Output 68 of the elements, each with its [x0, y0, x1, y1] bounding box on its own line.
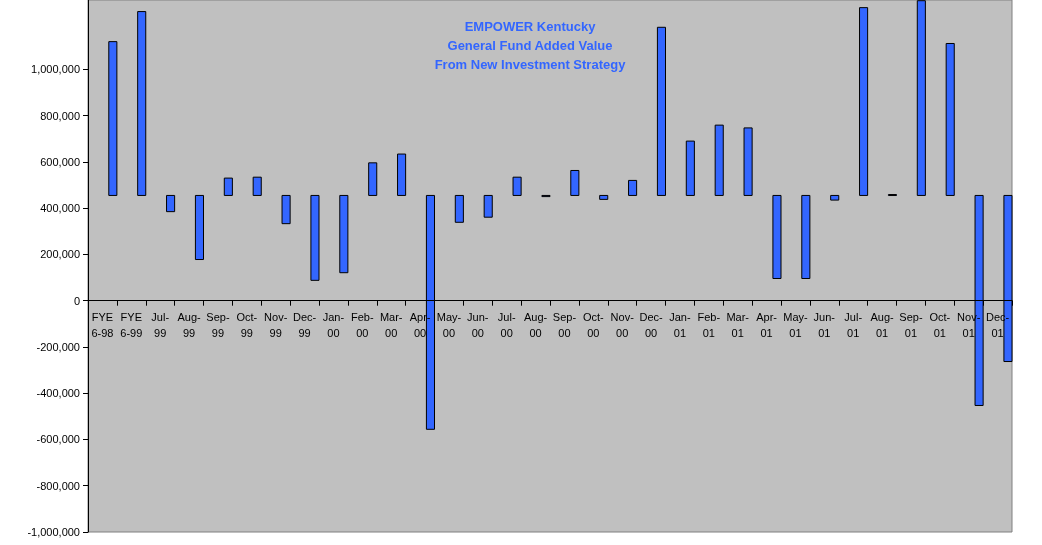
- x-tick-label: Oct-00: [582, 310, 605, 339]
- x-tick-label: Sep-01: [899, 310, 923, 339]
- y-tick-label: 0: [73, 294, 80, 307]
- bar: [916, 0, 926, 196]
- y-tick-label: 400,000: [40, 202, 80, 215]
- y-tick-label: 1,000,000: [31, 63, 80, 76]
- bar: [339, 194, 349, 274]
- x-tick-label: Dec-99: [292, 310, 317, 339]
- y-tick-label: 600,000: [40, 155, 80, 168]
- x-tick-label: Jul-99: [151, 310, 170, 339]
- bar: [397, 153, 407, 196]
- bar: [368, 162, 378, 196]
- bar: [252, 176, 262, 196]
- x-tick-label: Dec-00: [639, 310, 664, 339]
- bar: [743, 127, 753, 196]
- bar: [310, 194, 320, 281]
- x-tick-label: Aug-00: [523, 310, 548, 339]
- x-tick-label: Nov-00: [610, 310, 635, 339]
- x-tick-label: Aug-01: [870, 310, 895, 339]
- x-tick-label: FYE 6-98: [91, 310, 114, 339]
- x-tick-label: Feb-00: [351, 310, 374, 339]
- y-tick-label: -600,000: [36, 433, 80, 446]
- bar: [137, 11, 147, 196]
- bar: [454, 194, 464, 223]
- x-tick-label: Sep-99: [206, 310, 230, 339]
- x-tick-label: FYE 6-99: [120, 310, 143, 339]
- x-tick-label: Jul-00: [497, 310, 516, 339]
- bar: [512, 176, 522, 196]
- x-tick-label: Jan-00: [322, 310, 345, 339]
- y-tick-label: 200,000: [40, 248, 80, 261]
- y-tick-label: -400,000: [36, 387, 80, 400]
- x-tick-label: Oct-99: [236, 310, 258, 339]
- bar: [223, 177, 233, 196]
- x-tick-label: Mar-00: [379, 310, 403, 339]
- bar: [108, 41, 118, 196]
- x-tick-label: Sep-00: [552, 310, 577, 339]
- x-tick-label: Jul-01: [844, 310, 863, 339]
- x-tick-label: Apr-01: [756, 310, 778, 339]
- x-tick-label: Oct-01: [929, 310, 951, 339]
- x-tick-label: Jun-00: [467, 310, 489, 339]
- bar: [685, 140, 695, 196]
- bar: [859, 7, 869, 196]
- bar: [772, 194, 782, 279]
- bar: [599, 194, 609, 200]
- y-tick-label: -200,000: [36, 340, 80, 353]
- y-tick-label: -800,000: [36, 479, 80, 492]
- bar: [281, 194, 291, 225]
- x-tick-label: May-01: [783, 310, 808, 339]
- bar: [483, 194, 493, 218]
- bar: [166, 194, 176, 213]
- bar: [945, 42, 955, 196]
- x-tick-label: May-00: [436, 310, 462, 339]
- bar: [830, 194, 840, 201]
- x-tick-label: Nov-99: [264, 310, 288, 339]
- bar: [801, 194, 811, 279]
- x-tick-label: Feb-01: [697, 310, 721, 339]
- y-tick-label: 800,000: [40, 109, 80, 122]
- bar: [570, 169, 580, 196]
- bar: [628, 179, 638, 196]
- y-tick-label: -1,000,000: [27, 526, 80, 538]
- bar: [194, 194, 204, 261]
- text: EMPOWER Kentucky General Fund Added Value From New Investment Strategy: [434, 19, 627, 72]
- bar: [656, 26, 666, 196]
- x-tick-label: Jun-01: [813, 310, 836, 339]
- x-tick-label: Jan-01: [669, 310, 691, 339]
- x-tick-label: Aug-99: [177, 310, 202, 339]
- bar: [714, 124, 724, 196]
- x-tick-label: Mar-01: [726, 310, 750, 339]
